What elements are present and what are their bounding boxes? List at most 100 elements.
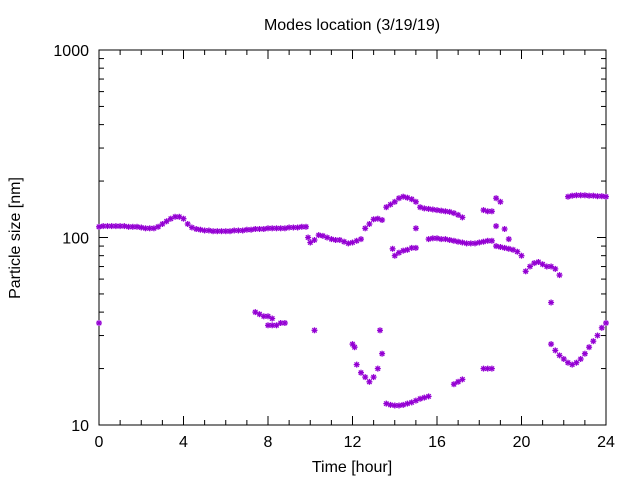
data-point	[527, 263, 533, 270]
x-axis-label: Time [hour]	[312, 459, 392, 476]
data-point	[556, 352, 563, 359]
data-point	[412, 198, 419, 205]
data-point	[96, 223, 102, 230]
data-point	[488, 365, 495, 372]
data-point	[493, 243, 500, 250]
data-point	[239, 227, 246, 234]
data-point	[311, 237, 318, 243]
data-point	[404, 400, 411, 407]
data-point	[281, 225, 288, 232]
data-point	[425, 393, 432, 400]
data-point	[125, 223, 132, 230]
data-point	[586, 192, 593, 199]
data-point	[446, 237, 453, 243]
data-point	[421, 394, 428, 401]
data-point	[370, 374, 377, 381]
data-point	[434, 235, 440, 242]
data-point	[286, 224, 293, 231]
data-point	[159, 221, 166, 227]
data-point	[459, 214, 466, 221]
data-point	[391, 252, 398, 259]
data-point	[531, 260, 538, 267]
data-point	[227, 228, 233, 235]
data-point	[307, 239, 314, 246]
data-point	[134, 223, 140, 230]
y-tick-label: 10	[71, 418, 89, 435]
data-point	[552, 265, 559, 272]
data-point	[455, 238, 462, 245]
data-point	[535, 259, 542, 265]
data-point	[603, 320, 609, 326]
data-point	[121, 223, 128, 230]
data-point	[455, 211, 462, 218]
data-point	[417, 395, 424, 402]
data-point	[590, 338, 597, 345]
y-tick-label: 1000	[53, 43, 89, 60]
data-point	[400, 193, 407, 200]
data-point	[129, 223, 136, 230]
data-point	[476, 239, 483, 246]
data-point	[594, 332, 601, 339]
data-point	[552, 347, 559, 354]
data-point	[351, 344, 358, 351]
data-point	[265, 313, 271, 320]
data-point	[505, 236, 512, 243]
data-point	[379, 350, 386, 357]
data-point	[281, 320, 288, 326]
data-point	[577, 356, 584, 362]
data-point	[560, 356, 567, 362]
data-point	[556, 272, 563, 279]
data-point	[273, 322, 280, 329]
data-point	[548, 299, 555, 306]
data-point	[412, 225, 419, 232]
x-tick-label: 4	[179, 434, 188, 451]
data-point	[548, 341, 555, 348]
data-point	[518, 252, 525, 259]
data-point	[539, 261, 546, 268]
data-points	[96, 192, 609, 409]
data-point	[505, 245, 512, 252]
data-point	[450, 381, 457, 388]
data-point	[488, 237, 495, 244]
data-point	[586, 344, 593, 351]
data-point	[305, 234, 312, 241]
data-point	[573, 359, 580, 366]
data-point	[303, 223, 309, 230]
data-point	[248, 226, 255, 233]
data-point	[573, 192, 580, 199]
y-axis-label: Particle size [nm]	[7, 177, 24, 299]
data-point	[269, 315, 276, 322]
data-point	[96, 320, 102, 326]
x-tick-label: 8	[264, 434, 273, 451]
data-point	[603, 193, 609, 200]
data-point	[472, 240, 478, 247]
data-point	[488, 208, 495, 215]
data-point	[598, 324, 605, 331]
data-point	[362, 374, 369, 381]
data-point	[387, 201, 394, 208]
y-tick-label: 100	[62, 231, 89, 248]
data-point	[442, 208, 449, 215]
data-point	[383, 204, 390, 211]
x-tick-label: 12	[344, 434, 362, 451]
chart-title: Modes location (3/19/19)	[264, 17, 440, 34]
data-point	[497, 198, 504, 205]
data-point	[155, 223, 162, 230]
data-point	[362, 225, 369, 232]
data-point	[201, 227, 208, 234]
data-point	[138, 224, 145, 231]
data-point	[412, 244, 419, 251]
data-point	[581, 350, 588, 357]
data-point	[315, 232, 322, 239]
x-tick-labels: 0 4 8 12 16 20 24	[95, 434, 615, 451]
data-point	[548, 263, 555, 270]
data-point	[391, 198, 398, 205]
data-point	[501, 226, 508, 232]
data-point	[366, 221, 373, 227]
data-point	[353, 361, 360, 368]
data-point	[493, 223, 500, 230]
data-point	[180, 215, 187, 222]
data-point	[260, 226, 267, 232]
data-point	[396, 402, 402, 409]
